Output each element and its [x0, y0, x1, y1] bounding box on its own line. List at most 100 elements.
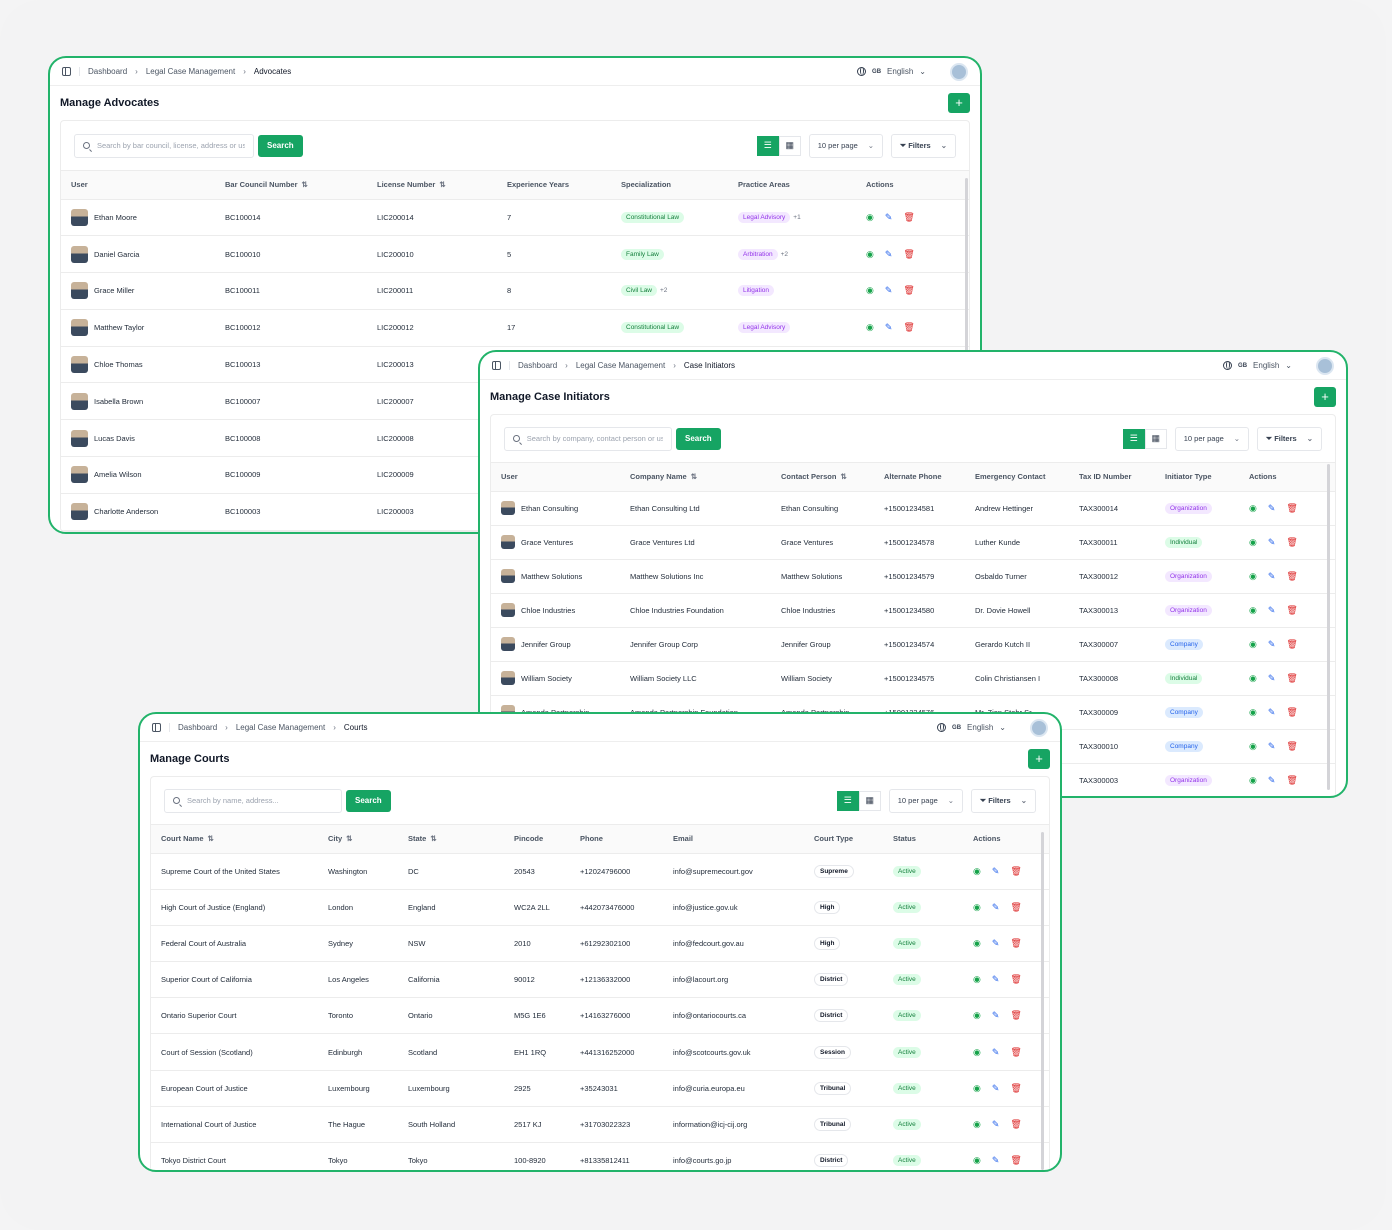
eye-icon[interactable]: ◉ — [1249, 740, 1257, 751]
col-court-name[interactable]: Court Name ⇅ — [151, 825, 318, 854]
language-select[interactable]: English — [1253, 361, 1280, 370]
list-view-icon[interactable]: ☰ — [836, 790, 859, 811]
sort-icon[interactable]: ⇅ — [690, 472, 697, 482]
user-avatar[interactable] — [1030, 718, 1048, 737]
sidebar-toggle-icon[interactable] — [62, 67, 71, 76]
eye-icon[interactable]: ◉ — [973, 1082, 981, 1093]
trash-icon[interactable]: 🗑 — [1010, 1118, 1022, 1129]
eye-icon[interactable]: ◉ — [973, 974, 981, 985]
filters-button[interactable]: ⏷ Filters ⌄ — [891, 133, 956, 158]
list-view-icon[interactable]: ☰ — [756, 135, 779, 156]
search-button[interactable]: Search — [676, 427, 721, 450]
col-company[interactable]: Company Name ⇅ — [620, 463, 771, 492]
trash-icon[interactable]: 🗑 — [903, 248, 915, 259]
col-state[interactable]: State ⇅ — [398, 825, 504, 854]
trash-icon[interactable]: 🗑 — [1010, 1082, 1022, 1093]
edit-icon[interactable]: ✎ — [1267, 604, 1276, 615]
eye-icon[interactable]: ◉ — [973, 1155, 981, 1166]
eye-icon[interactable]: ◉ — [1249, 536, 1257, 547]
edit-icon[interactable]: ✎ — [884, 322, 893, 333]
trash-icon[interactable]: 🗑 — [903, 322, 915, 333]
trash-icon[interactable]: 🗑 — [1010, 937, 1022, 948]
search-input[interactable]: Search by name, address... — [164, 788, 342, 813]
edit-icon[interactable]: ✎ — [991, 974, 1000, 985]
eye-icon[interactable]: ◉ — [1249, 672, 1257, 683]
trash-icon[interactable]: 🗑 — [1286, 774, 1298, 785]
grid-view-icon[interactable]: ▦ — [858, 790, 881, 811]
eye-icon[interactable]: ◉ — [1249, 570, 1257, 581]
breadcrumb-legal-case-management[interactable]: Legal Case Management — [235, 723, 326, 732]
eye-icon[interactable]: ◉ — [973, 937, 981, 948]
eye-icon[interactable]: ◉ — [1249, 502, 1257, 513]
edit-icon[interactable]: ✎ — [991, 1046, 1000, 1057]
trash-icon[interactable]: 🗑 — [903, 211, 915, 222]
add-button[interactable]: + — [1028, 749, 1050, 769]
breadcrumb-legal-case-management[interactable]: Legal Case Management — [145, 67, 236, 76]
col-license[interactable]: License Number ⇅ — [367, 171, 497, 200]
eye-icon[interactable]: ◉ — [1249, 706, 1257, 717]
language-select[interactable]: English — [887, 67, 914, 76]
eye-icon[interactable]: ◉ — [973, 865, 981, 876]
trash-icon[interactable]: 🗑 — [1010, 1010, 1022, 1021]
scrollbar[interactable] — [965, 178, 968, 518]
trash-icon[interactable]: 🗑 — [1010, 1155, 1022, 1166]
edit-icon[interactable]: ✎ — [991, 1010, 1000, 1021]
trash-icon[interactable]: 🗑 — [1010, 1046, 1022, 1057]
edit-icon[interactable]: ✎ — [884, 211, 893, 222]
edit-icon[interactable]: ✎ — [1267, 502, 1276, 513]
eye-icon[interactable]: ◉ — [973, 1046, 981, 1057]
eye-icon[interactable]: ◉ — [973, 1010, 981, 1021]
edit-icon[interactable]: ✎ — [991, 1118, 1000, 1129]
trash-icon[interactable]: 🗑 — [1286, 604, 1298, 615]
search-input[interactable]: Search by bar council, license, address … — [74, 133, 254, 158]
scrollbar[interactable] — [1327, 464, 1330, 790]
edit-icon[interactable]: ✎ — [991, 1155, 1000, 1166]
breadcrumb-legal-case-management[interactable]: Legal Case Management — [575, 361, 666, 370]
sort-icon[interactable]: ⇅ — [439, 180, 446, 190]
trash-icon[interactable]: 🗑 — [1286, 672, 1298, 683]
user-avatar[interactable] — [950, 62, 968, 81]
filters-button[interactable]: ⏷ Filters ⌄ — [971, 788, 1036, 813]
breadcrumb-dashboard[interactable]: Dashboard — [88, 67, 128, 76]
list-view-icon[interactable]: ☰ — [1122, 428, 1145, 449]
eye-icon[interactable]: ◉ — [1249, 774, 1257, 785]
edit-icon[interactable]: ✎ — [1267, 536, 1276, 547]
edit-icon[interactable]: ✎ — [1267, 672, 1276, 683]
col-city[interactable]: City ⇅ — [318, 825, 398, 854]
col-contact[interactable]: Contact Person ⇅ — [771, 463, 874, 492]
trash-icon[interactable]: 🗑 — [1286, 740, 1298, 751]
trash-icon[interactable]: 🗑 — [1286, 706, 1298, 717]
user-avatar[interactable] — [1316, 356, 1334, 375]
eye-icon[interactable]: ◉ — [866, 211, 874, 222]
add-button[interactable]: + — [948, 93, 970, 113]
add-button[interactable]: + — [1314, 387, 1336, 407]
sort-icon[interactable]: ⇅ — [346, 834, 353, 844]
edit-icon[interactable]: ✎ — [1267, 638, 1276, 649]
trash-icon[interactable]: 🗑 — [1286, 536, 1298, 547]
trash-icon[interactable]: 🗑 — [1286, 502, 1298, 513]
edit-icon[interactable]: ✎ — [1267, 570, 1276, 581]
trash-icon[interactable]: 🗑 — [1286, 638, 1298, 649]
language-select[interactable]: English — [967, 723, 994, 732]
eye-icon[interactable]: ◉ — [973, 901, 981, 912]
eye-icon[interactable]: ◉ — [1249, 638, 1257, 649]
edit-icon[interactable]: ✎ — [884, 248, 893, 259]
edit-icon[interactable]: ✎ — [1267, 740, 1276, 751]
col-bar-council[interactable]: Bar Council Number ⇅ — [215, 171, 367, 200]
sort-icon[interactable]: ⇅ — [430, 834, 437, 844]
edit-icon[interactable]: ✎ — [991, 1082, 1000, 1093]
edit-icon[interactable]: ✎ — [1267, 774, 1276, 785]
scrollbar[interactable] — [1041, 832, 1044, 1170]
eye-icon[interactable]: ◉ — [866, 248, 874, 259]
search-input[interactable]: Search by company, contact person or use… — [504, 426, 672, 451]
filters-button[interactable]: ⏷ Filters ⌄ — [1257, 426, 1322, 451]
sort-icon[interactable]: ⇅ — [207, 834, 214, 844]
eye-icon[interactable]: ◉ — [1249, 604, 1257, 615]
sidebar-toggle-icon[interactable] — [152, 723, 161, 732]
trash-icon[interactable]: 🗑 — [903, 285, 915, 296]
per-page-select[interactable]: 10 per page ⌄ — [1174, 426, 1250, 451]
trash-icon[interactable]: 🗑 — [1010, 974, 1022, 985]
per-page-select[interactable]: 10 per page ⌄ — [888, 788, 964, 813]
eye-icon[interactable]: ◉ — [973, 1118, 981, 1129]
search-button[interactable]: Search — [258, 134, 303, 157]
